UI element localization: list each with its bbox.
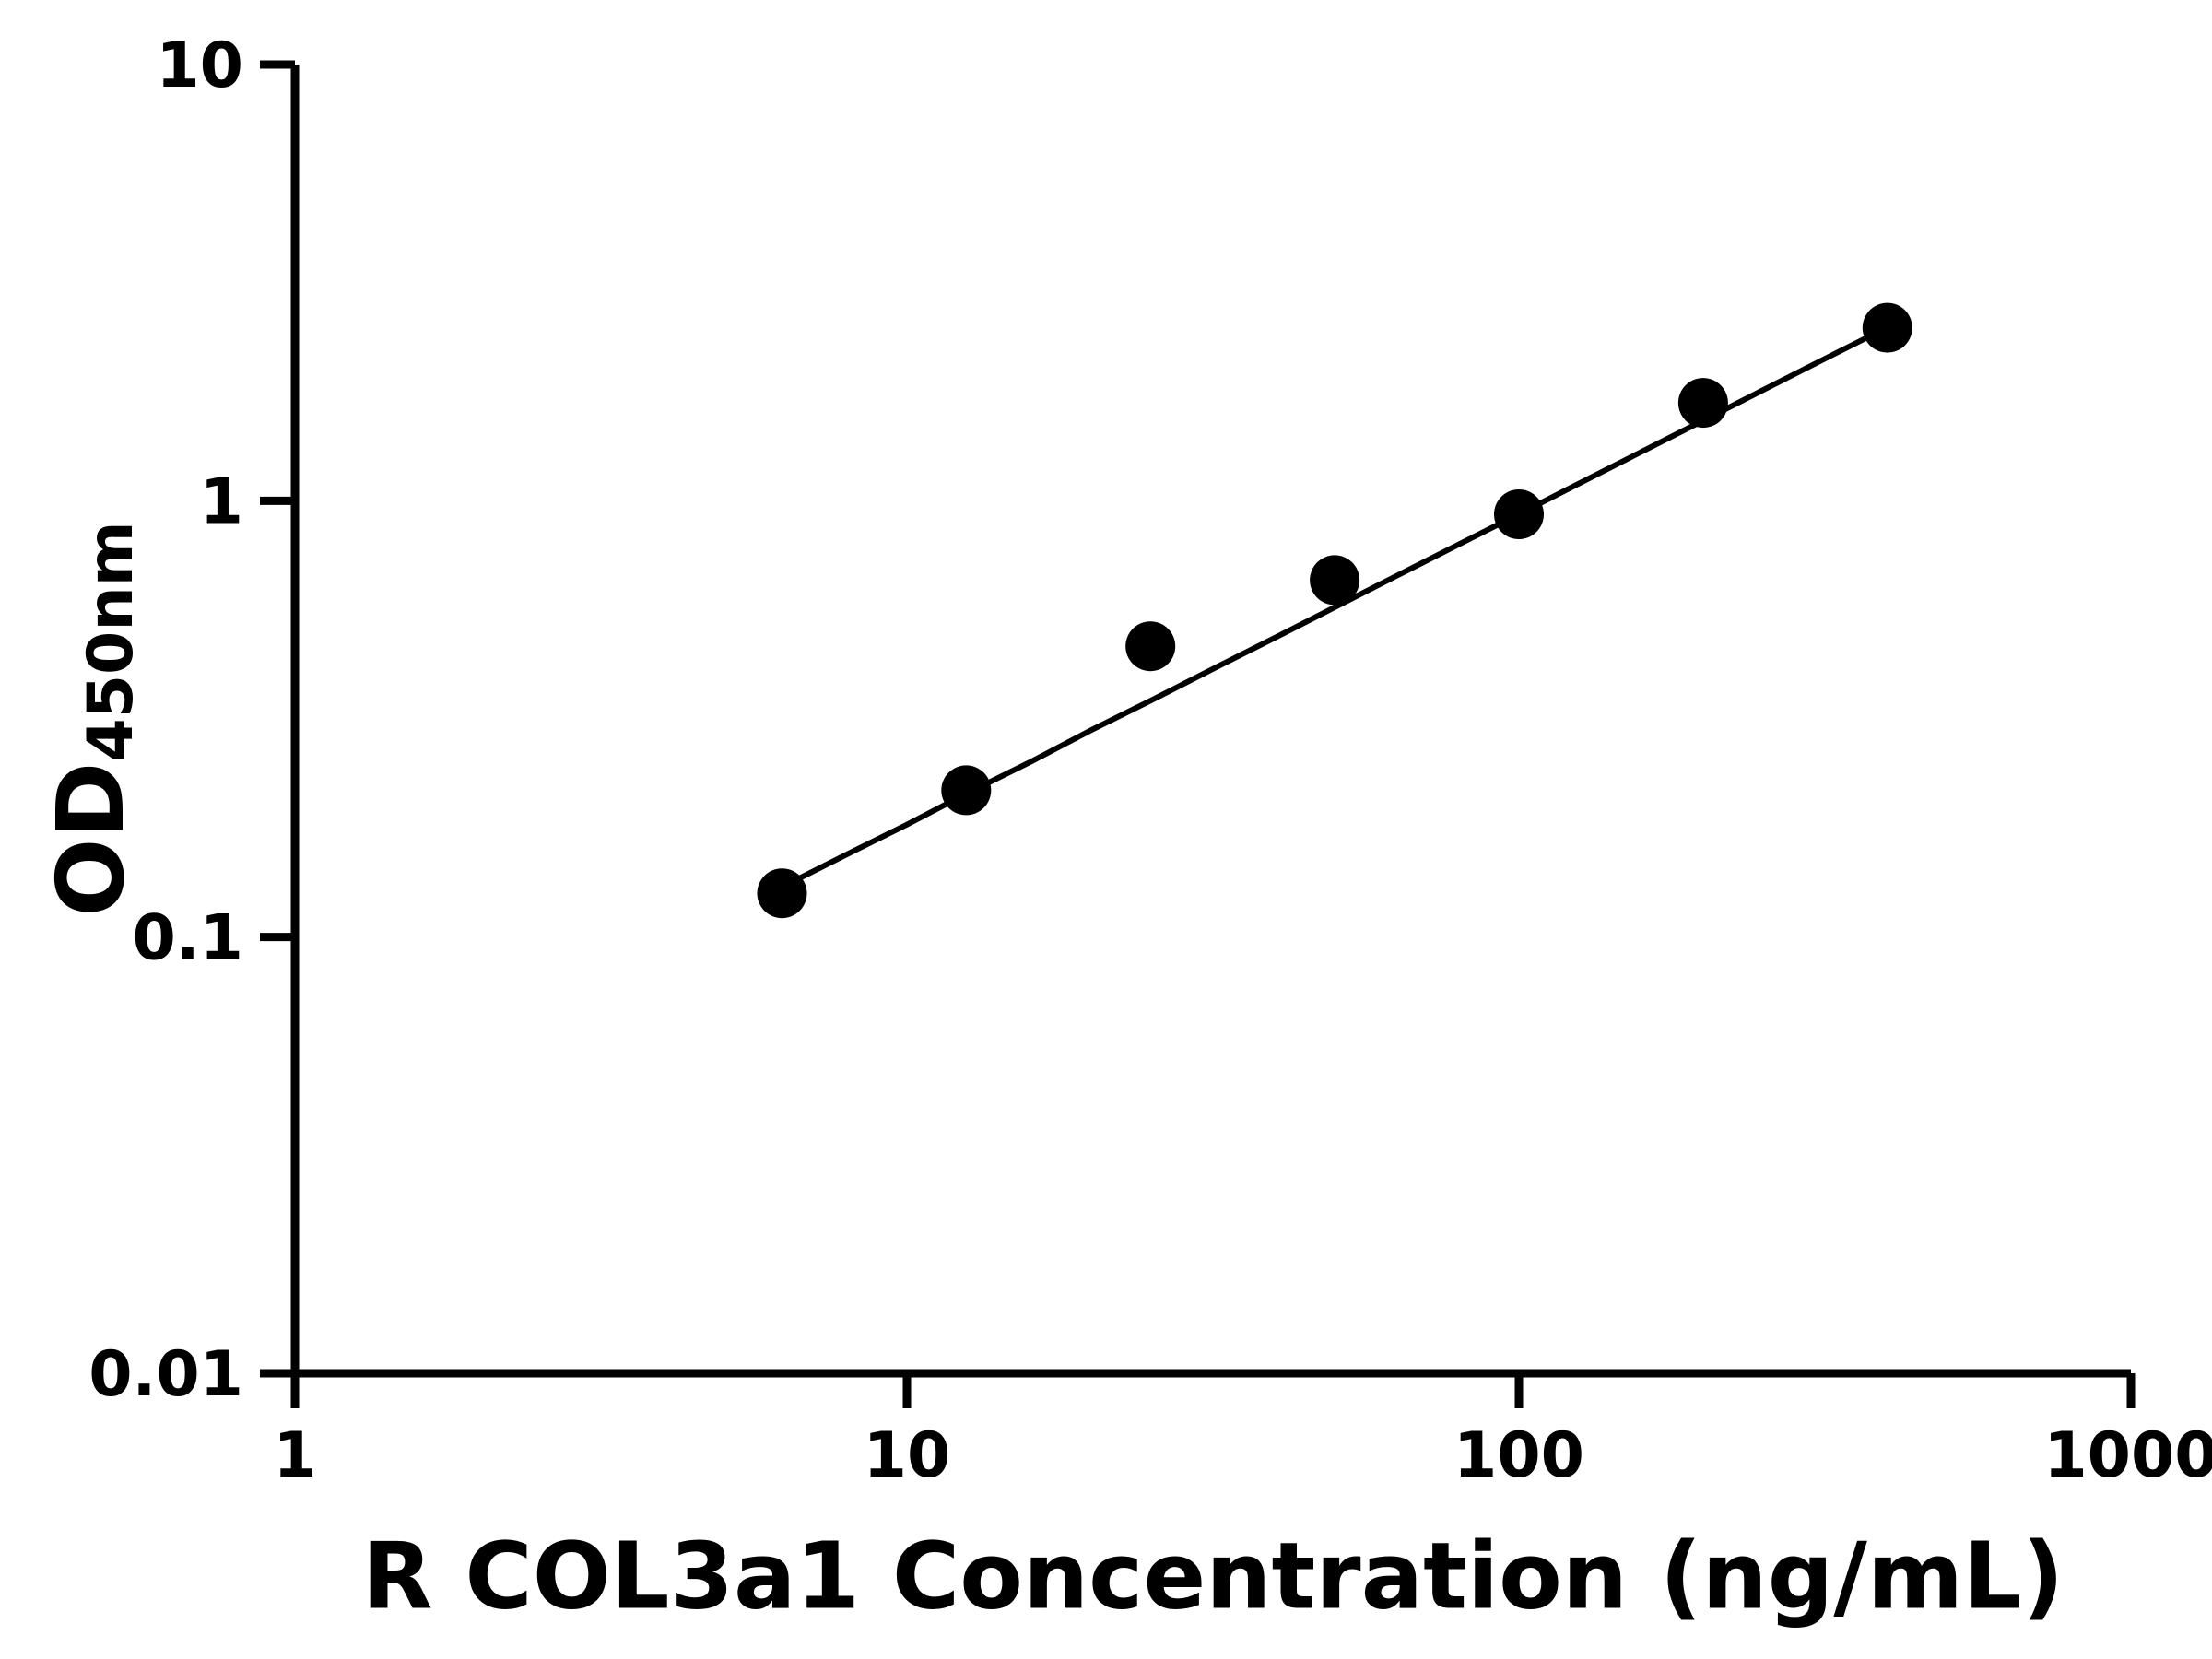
data-point (1125, 621, 1176, 672)
y-axis-tick-label: 1 (200, 465, 243, 538)
y-axis-tick-label: 0.01 (88, 1338, 243, 1411)
y-axis-title-subscript: 450nm (74, 521, 147, 762)
data-point (1310, 555, 1360, 606)
data-point (1677, 378, 1728, 429)
data-point (757, 868, 807, 919)
x-axis-tick-label: 10 (864, 1419, 951, 1492)
y-axis-tick-label: 0.1 (133, 902, 243, 975)
y-axis-title-main: OD (37, 761, 146, 917)
y-axis-title: OD450nm (37, 521, 147, 916)
x-axis-tick-label: 1000 (2043, 1419, 2212, 1492)
data-point (941, 765, 992, 816)
x-axis-tick-label: 1 (273, 1419, 316, 1492)
y-axis-tick-label: 10 (156, 29, 243, 102)
x-axis-tick-label: 100 (1453, 1419, 1584, 1492)
axis-lines (290, 65, 2131, 1378)
data-point (1862, 302, 1912, 353)
data-point (1494, 489, 1544, 539)
x-axis-title: R COL3a1 Concentration (ng/mL) (361, 1522, 2065, 1630)
